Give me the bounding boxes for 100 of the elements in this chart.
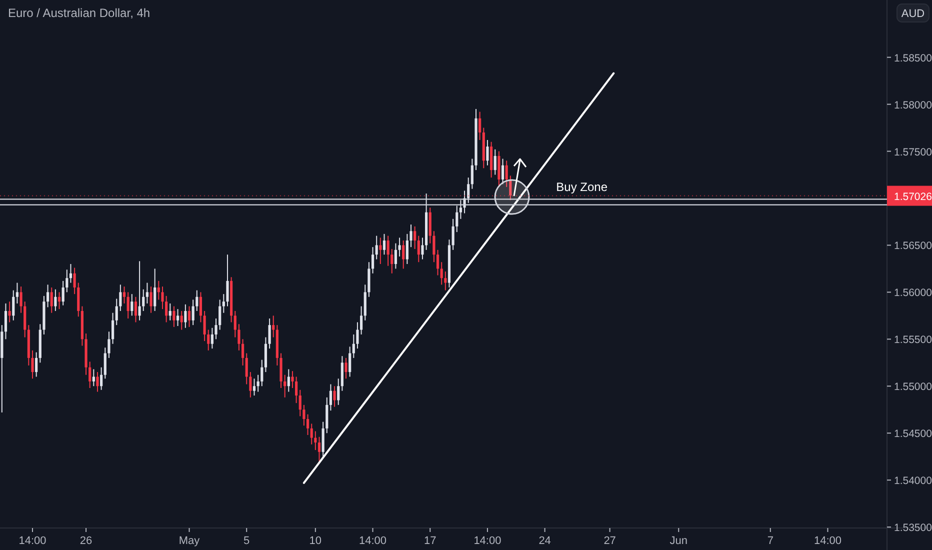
candlestick	[199, 292, 202, 323]
candlestick	[310, 423, 313, 445]
candlestick	[398, 237, 401, 257]
candlestick	[214, 318, 218, 340]
candlestick	[210, 327, 214, 350]
candlestick	[302, 404, 306, 426]
candlestick	[92, 368, 95, 387]
candlestick	[505, 160, 508, 188]
candlestick	[337, 378, 340, 406]
candlestick	[218, 299, 222, 330]
candlestick	[134, 296, 138, 323]
candlestick	[333, 386, 336, 408]
candlestick	[440, 262, 443, 286]
candlestick	[138, 260, 141, 321]
y-tick-label: 1.53500	[894, 522, 932, 534]
candlestick	[20, 286, 22, 314]
candlestick	[16, 282, 19, 304]
candlestick	[69, 264, 72, 284]
candlestick	[490, 141, 493, 178]
candlestick	[498, 150, 500, 188]
x-tick-label: 26	[80, 535, 92, 547]
candlestick	[501, 158, 504, 185]
candlestick	[111, 312, 114, 344]
candlestick	[226, 254, 229, 307]
candlestick	[486, 139, 489, 166]
candlestick	[478, 111, 482, 140]
candlestick	[192, 299, 194, 326]
x-tick-label: 14:00	[359, 535, 387, 547]
candlestick	[444, 271, 447, 291]
candlestick	[46, 284, 50, 308]
y-tick-label: 1.55500	[894, 334, 932, 346]
candlestick	[35, 352, 38, 378]
x-tick-label: 7	[767, 535, 774, 547]
candlestick	[340, 356, 344, 392]
candlestick	[417, 235, 420, 263]
candlestick	[306, 414, 310, 436]
candlestick	[470, 158, 474, 190]
candlestick	[459, 200, 462, 220]
candlestick	[196, 290, 198, 312]
candlestick	[168, 302, 172, 321]
y-tick-label: 1.57500	[894, 146, 932, 158]
candlestick	[50, 286, 53, 314]
x-tick-label: 5	[244, 535, 250, 547]
candlestick	[77, 282, 80, 318]
candlestick	[375, 235, 378, 260]
candlestick	[142, 288, 145, 312]
candlestick	[24, 301, 26, 338]
candlestick	[326, 396, 328, 434]
candlestick	[176, 308, 180, 327]
candlestick	[100, 366, 103, 390]
candlestick	[150, 286, 152, 314]
candlestick	[256, 374, 260, 392]
candlestick	[62, 280, 64, 306]
candlestick	[66, 269, 68, 293]
candlestick	[421, 237, 424, 260]
candlestick	[467, 177, 470, 204]
candlestick	[54, 288, 57, 312]
candlestick	[356, 322, 359, 350]
candlestick	[157, 280, 160, 300]
candlestick	[322, 421, 324, 458]
candlestick	[379, 237, 382, 264]
candlestick	[104, 347, 106, 380]
y-tick-label: 1.54000	[894, 475, 932, 488]
y-tick-label: 1.58000	[894, 99, 932, 112]
candlestick	[298, 389, 302, 417]
candlestick	[73, 267, 76, 295]
x-tick-label: 17	[424, 535, 436, 547]
candlestick	[272, 315, 275, 338]
candlestick	[364, 284, 366, 321]
candlestick	[509, 175, 512, 201]
x-tick-label: May	[178, 535, 200, 547]
candlestick	[238, 324, 240, 351]
candlestick	[234, 310, 236, 338]
x-tick-label: 14:00	[814, 535, 842, 547]
candlestick	[154, 268, 156, 312]
candlestick	[494, 148, 496, 176]
candlestick	[130, 294, 134, 316]
candlestick	[456, 205, 458, 233]
candlestick	[126, 292, 130, 319]
candlestick	[348, 346, 352, 378]
candlestick	[360, 306, 363, 335]
candlestick	[402, 240, 405, 270]
candlestick	[371, 246, 374, 274]
candlestick	[287, 368, 290, 392]
x-tick-label: Jun	[670, 535, 688, 547]
candlestick	[31, 350, 34, 380]
candlestick	[406, 233, 408, 264]
candlestick	[382, 233, 386, 256]
y-tick-label: 1.55000	[894, 381, 932, 394]
candlestick	[8, 301, 11, 323]
x-tick-label: 27	[604, 535, 616, 547]
candlestick	[386, 235, 390, 266]
ref-line-label: Buy Zone	[556, 180, 608, 194]
candlestick	[249, 372, 252, 398]
x-tick-label: 24	[538, 535, 551, 547]
candlestick	[188, 306, 191, 328]
candlestick	[352, 334, 355, 358]
candlestick	[329, 384, 332, 412]
candlestick	[4, 302, 8, 340]
candlestick	[207, 329, 210, 351]
